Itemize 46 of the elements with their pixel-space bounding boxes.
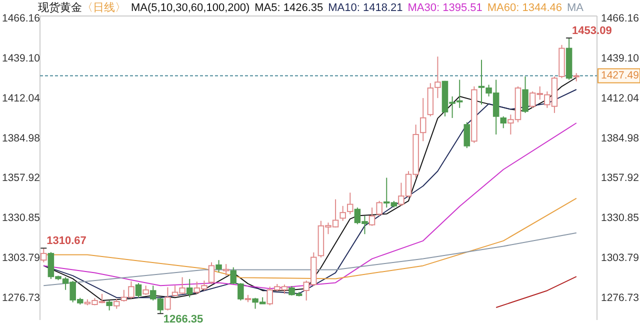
candlestick [522, 76, 528, 114]
candlestick [164, 286, 171, 311]
y2-tick-label: 1357.92 [601, 172, 640, 184]
y-tick-label: 1276.73 [2, 292, 40, 304]
text: MA60: 1344.46 [487, 2, 562, 14]
y2-tick-label: 1466.16 [601, 12, 640, 24]
line-series [43, 232, 577, 286]
candlestick [106, 300, 112, 311]
candlestick [347, 192, 354, 215]
annotation: 1453.09 [572, 25, 612, 38]
y2-tick-label: 1412.04 [601, 92, 640, 104]
ref-line-label: 1427.49 [601, 70, 640, 82]
candlestick [186, 278, 193, 298]
y2-tick-label: 1384.98 [601, 132, 640, 144]
candlestick [376, 200, 382, 216]
text: MA5: 1426.35 [254, 2, 324, 14]
candlestick [40, 248, 47, 263]
candlestick [135, 282, 142, 298]
y-tick-label: 1303.79 [2, 252, 40, 264]
annotation: 1310.67 [46, 235, 86, 248]
annotation: 1266.35 [163, 314, 204, 326]
text: MA [567, 2, 584, 14]
y2-tick-label: 1276.73 [601, 292, 640, 304]
candlestick [368, 207, 376, 226]
chart-subtitle: 〈日线〉 [82, 1, 126, 14]
candlestick [113, 298, 120, 310]
text: MA(5,10,30,60,100,200) [131, 2, 250, 14]
y2-tick-label: 1330.85 [601, 212, 640, 224]
candlestick [500, 116, 507, 129]
y-tick-label: 1466.16 [2, 12, 40, 24]
text: MA10: 1418.21 [328, 2, 403, 14]
text: MA30: 1395.51 [408, 2, 482, 14]
candlestick [464, 122, 470, 149]
candlestick [142, 285, 149, 296]
y-tick-label: 1412.04 [2, 92, 40, 104]
y-tick-label: 1439.10 [2, 52, 40, 64]
candlestick [208, 262, 215, 284]
chart-title: 现货黄金 [38, 1, 82, 14]
y-tick-label: 1330.85 [2, 212, 40, 224]
y2-tick-label: 1439.10 [601, 52, 640, 64]
y-tick-label: 1357.92 [2, 172, 40, 184]
y-tick-label: 1384.98 [2, 132, 40, 144]
candlestick [420, 98, 426, 142]
candlestick [340, 205, 346, 222]
candlestick [216, 260, 222, 273]
y2-tick-label: 1303.79 [601, 252, 640, 264]
